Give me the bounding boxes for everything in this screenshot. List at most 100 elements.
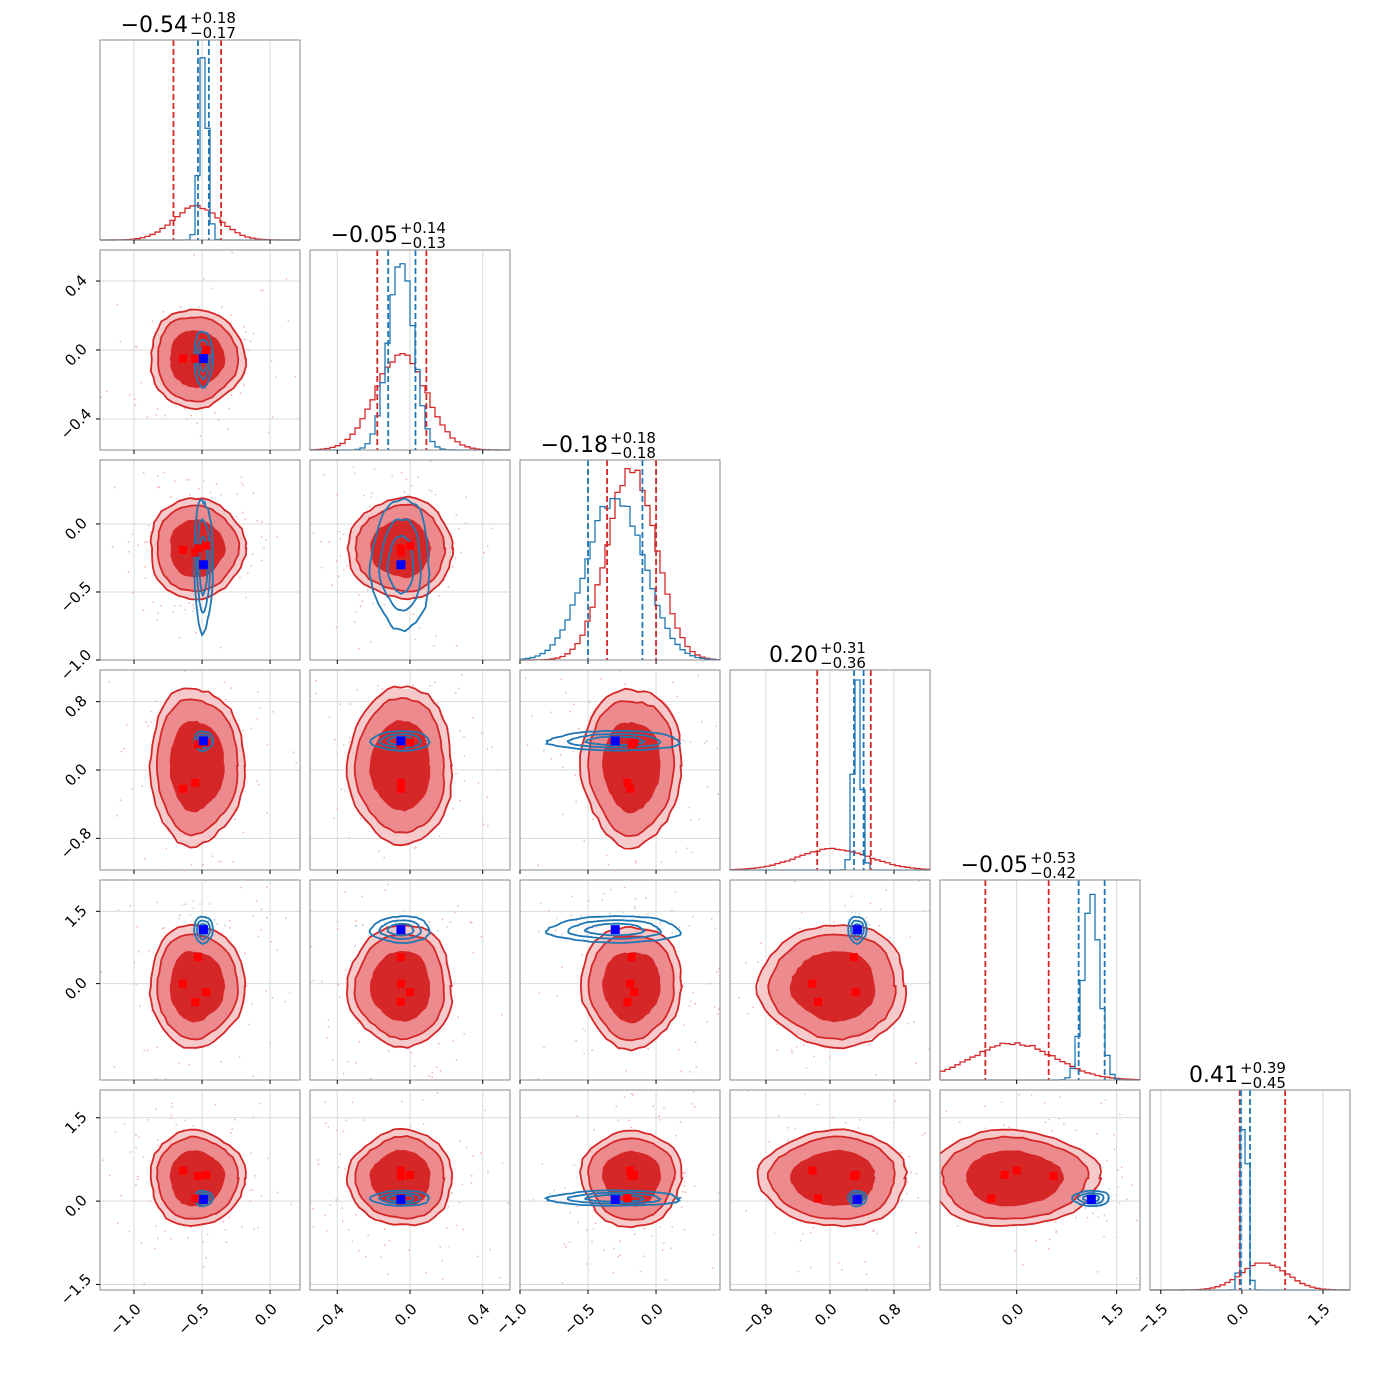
hist-panel-4: 0.20 +0.31−0.36: [729, 639, 931, 871]
truth-red-marker: [178, 979, 187, 988]
sample-point: [120, 750, 123, 753]
sample-point: [1048, 1118, 1051, 1121]
sample-point: [1054, 1221, 1057, 1223]
sample-point: [364, 1255, 367, 1258]
sample-point: [252, 332, 255, 335]
sample-point: [339, 703, 342, 706]
panel-background: [520, 460, 720, 660]
sample-point: [411, 484, 413, 487]
sample-point: [219, 493, 222, 496]
sample-point: [100, 396, 102, 399]
truth-blue-marker: [396, 1194, 406, 1204]
sample-point: [143, 1049, 146, 1052]
sample-point: [1051, 1129, 1054, 1132]
sample-point: [131, 787, 134, 790]
sample-point: [1116, 1236, 1118, 1239]
sample-point: [183, 871, 185, 873]
sample-point: [250, 1002, 253, 1005]
panel-title-value: −0.05: [961, 853, 1028, 878]
sample-point: [417, 476, 420, 479]
sample-point: [258, 783, 260, 786]
scatter-panel-6-4: [729, 1089, 931, 1294]
sample-point: [377, 1085, 379, 1087]
sample-point: [459, 1140, 461, 1143]
sample-point: [447, 585, 450, 588]
sample-point: [388, 1239, 391, 1242]
x-tick-label: −1.5: [1133, 1300, 1171, 1338]
sample-point: [370, 640, 372, 643]
sample-point: [317, 1163, 320, 1165]
sample-point: [756, 872, 758, 874]
sample-point: [1044, 1121, 1047, 1124]
sample-point: [199, 903, 202, 905]
sample-point: [363, 494, 365, 497]
truth-red-marker: [850, 953, 858, 962]
sample-point: [354, 945, 356, 947]
sample-point: [868, 923, 871, 926]
sample-point: [484, 1109, 486, 1112]
sample-point: [713, 1006, 716, 1008]
sample-point: [451, 566, 454, 568]
sample-point: [455, 772, 457, 775]
sample-point: [921, 1134, 924, 1136]
y-tick-label: 1.5: [61, 901, 91, 931]
sample-point: [623, 886, 626, 889]
sample-point: [140, 381, 143, 384]
sample-point: [933, 921, 935, 923]
panel-title-value: −0.54: [121, 13, 188, 38]
sample-point: [328, 541, 330, 544]
sample-point: [434, 493, 437, 496]
truth-blue-marker: [610, 736, 620, 746]
sample-point: [682, 1172, 685, 1175]
sample-point: [170, 1114, 173, 1117]
blue-contour-mid: [567, 919, 663, 940]
red-contour-outer: [345, 1127, 453, 1227]
sample-point: [1130, 1184, 1133, 1187]
panel-frame: [99, 1089, 301, 1291]
sample-point: [355, 920, 358, 922]
panel-frame: [939, 879, 1141, 1081]
sample-point: [826, 876, 828, 878]
sample-point: [917, 1196, 919, 1199]
sample-point: [367, 1234, 369, 1236]
red-contour-outer: [149, 1128, 247, 1227]
sample-point: [674, 890, 677, 893]
truth-red-marker: [623, 1194, 632, 1203]
sample-point: [186, 1237, 189, 1239]
truth-red-marker: [202, 988, 211, 997]
truth-red-marker: [396, 778, 405, 787]
sample-point: [459, 799, 461, 802]
sample-point: [184, 608, 186, 611]
red-contour-inner: [169, 950, 226, 1023]
scatter-panel-2-1: [96, 249, 301, 454]
sample-point: [684, 1172, 686, 1174]
sample-point: [869, 902, 872, 904]
sample-point: [207, 919, 210, 922]
sample-point: [362, 1081, 364, 1083]
sample-point: [344, 891, 346, 893]
panel-title-plus: +0.31: [820, 639, 866, 657]
sample-point: [602, 1249, 605, 1251]
sample-point: [457, 687, 460, 690]
sample-point: [310, 945, 313, 948]
sample-point: [414, 638, 417, 641]
sample-point: [189, 914, 192, 917]
blue-contour-mid: [378, 733, 422, 749]
sample-point: [186, 478, 188, 481]
sample-point: [345, 968, 347, 971]
truth-red-marker: [193, 1172, 202, 1181]
sample-point: [260, 908, 263, 911]
sample-point: [145, 721, 148, 724]
sample-point: [878, 924, 881, 927]
sample-point: [812, 1226, 815, 1229]
sample-point: [885, 889, 888, 891]
sample-point: [353, 621, 356, 623]
sample-point: [460, 551, 462, 554]
sample-point: [634, 898, 637, 900]
truth-blue-marker: [198, 354, 208, 364]
sample-point: [413, 847, 416, 850]
sample-point: [518, 869, 520, 871]
sample-point: [155, 1084, 157, 1086]
sample-point: [170, 496, 173, 499]
sample-point: [222, 1220, 225, 1223]
